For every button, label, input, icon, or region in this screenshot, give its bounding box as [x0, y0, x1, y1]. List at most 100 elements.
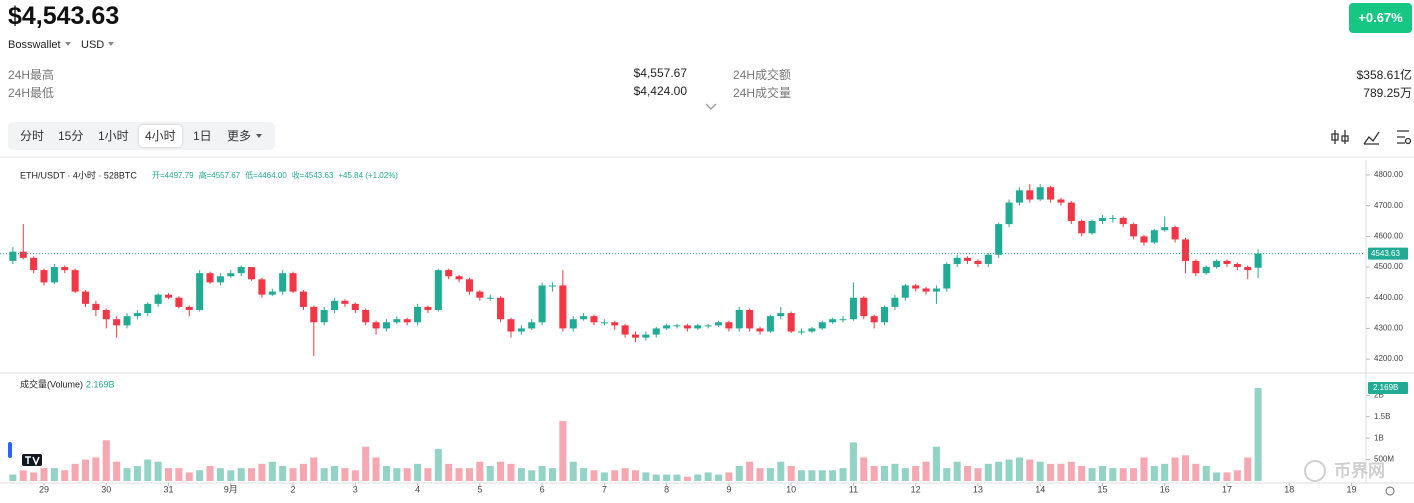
candle-body	[528, 322, 536, 329]
candle-body	[455, 276, 463, 280]
stat-value: $4,557.67	[633, 66, 687, 80]
candle-body	[517, 328, 525, 332]
candle-body	[818, 322, 826, 329]
volume-bar	[611, 470, 619, 481]
candle-body	[849, 297, 857, 320]
volume-bar	[528, 470, 536, 481]
currency-select[interactable]: USD	[81, 39, 114, 51]
x-tick-label: 10	[786, 484, 796, 494]
volume-bar	[1254, 388, 1262, 481]
volume-bar	[465, 468, 473, 481]
stat-label: 24H最低	[8, 86, 55, 100]
volume-bar	[403, 468, 411, 481]
candle-body	[19, 251, 27, 258]
candle-body	[9, 251, 17, 261]
volume-bar	[196, 470, 204, 481]
volume-bar	[1109, 468, 1117, 481]
x-tick-label: 19	[1347, 484, 1357, 494]
candle-body	[1047, 187, 1055, 200]
stat-value: $358.61亿	[1356, 68, 1412, 82]
exchange-select[interactable]: Bosswallet	[8, 39, 71, 51]
candle-body	[1036, 187, 1044, 200]
x-tick-label: 11	[849, 484, 858, 494]
volume-bar	[310, 457, 318, 481]
interval-tab[interactable]: 4小时	[139, 125, 182, 147]
candle-body	[1161, 227, 1169, 231]
volume-bar	[704, 472, 712, 481]
candle-body	[1119, 217, 1127, 225]
candle-body	[403, 319, 411, 323]
candle-body	[808, 328, 816, 332]
volume-bar	[185, 472, 193, 481]
volume-bar	[881, 466, 889, 481]
interval-tab[interactable]: 分时	[20, 129, 45, 143]
candle-body	[50, 267, 58, 283]
x-tick-label: 2	[291, 484, 296, 494]
volume-bar	[351, 470, 359, 481]
volume-bar	[964, 466, 972, 481]
volume-current: 2.169B	[86, 379, 115, 389]
volume-bar	[341, 468, 349, 481]
x-tick-label: 9月	[224, 484, 238, 494]
interval-tab[interactable]: 更多	[221, 125, 268, 147]
volume-bar	[1213, 472, 1221, 481]
volume-bar	[71, 463, 79, 481]
settings-icon[interactable]	[1385, 486, 1395, 496]
volume-tag	[1368, 382, 1408, 395]
volume-bar	[600, 472, 608, 481]
side-handle[interactable]	[8, 442, 12, 458]
candle-body	[92, 303, 100, 311]
toolbar-icons[interactable]	[1331, 130, 1412, 145]
candle-body	[881, 306, 889, 323]
candle-body	[248, 267, 256, 280]
candle-body	[507, 319, 515, 332]
candle-body	[694, 325, 702, 329]
candle-body	[133, 313, 141, 317]
volume-bar	[92, 457, 100, 481]
candle-body	[1181, 239, 1190, 261]
stat-label: 24H最高	[8, 68, 55, 82]
volume-bar	[631, 470, 640, 481]
stat-label: 24H成交量	[733, 86, 792, 100]
volume-bar	[725, 472, 733, 481]
volume-bar	[984, 463, 992, 481]
volume-bar	[102, 440, 110, 481]
chart-title: ETH/USDT · 4小时 · 528BTC	[20, 169, 137, 180]
volume-bar	[1181, 455, 1190, 481]
x-tick-label: 12	[911, 484, 921, 494]
expand-icon[interactable]	[704, 102, 718, 112]
candle-body	[932, 288, 940, 292]
candle-body	[642, 334, 650, 338]
volume-bar	[1192, 463, 1200, 481]
volume-bar	[1026, 459, 1034, 481]
volume-bar	[860, 457, 868, 481]
volume-bar	[517, 468, 525, 481]
interval-tab[interactable]: 15分	[58, 129, 84, 143]
candle-body	[113, 319, 121, 326]
candle-body	[860, 297, 868, 317]
candle-body	[289, 273, 297, 292]
candle-body	[569, 319, 577, 329]
volume-bar	[787, 466, 795, 481]
volume-bar	[559, 421, 567, 481]
x-tick-label: 17	[1222, 484, 1232, 494]
volume-bar	[548, 468, 557, 481]
candle-body	[382, 322, 390, 329]
interval-tab[interactable]: 1日	[193, 129, 212, 143]
volume-bar	[1233, 470, 1241, 481]
x-tick-label: 3	[353, 484, 358, 494]
candle-body	[725, 322, 733, 329]
candle-body	[673, 325, 681, 327]
candle-body	[735, 310, 743, 329]
candle-body	[746, 310, 754, 329]
interval-tab[interactable]: 1小时	[98, 129, 129, 143]
volume-bar	[1036, 461, 1044, 481]
candle-body	[81, 291, 90, 304]
volume-bar	[1161, 463, 1169, 481]
candle-body	[164, 294, 173, 298]
volume-bar	[81, 459, 90, 481]
volume-bar	[1098, 466, 1106, 481]
volume-bar	[1171, 457, 1179, 481]
candle-body	[465, 279, 473, 292]
volume-bar	[714, 474, 723, 481]
